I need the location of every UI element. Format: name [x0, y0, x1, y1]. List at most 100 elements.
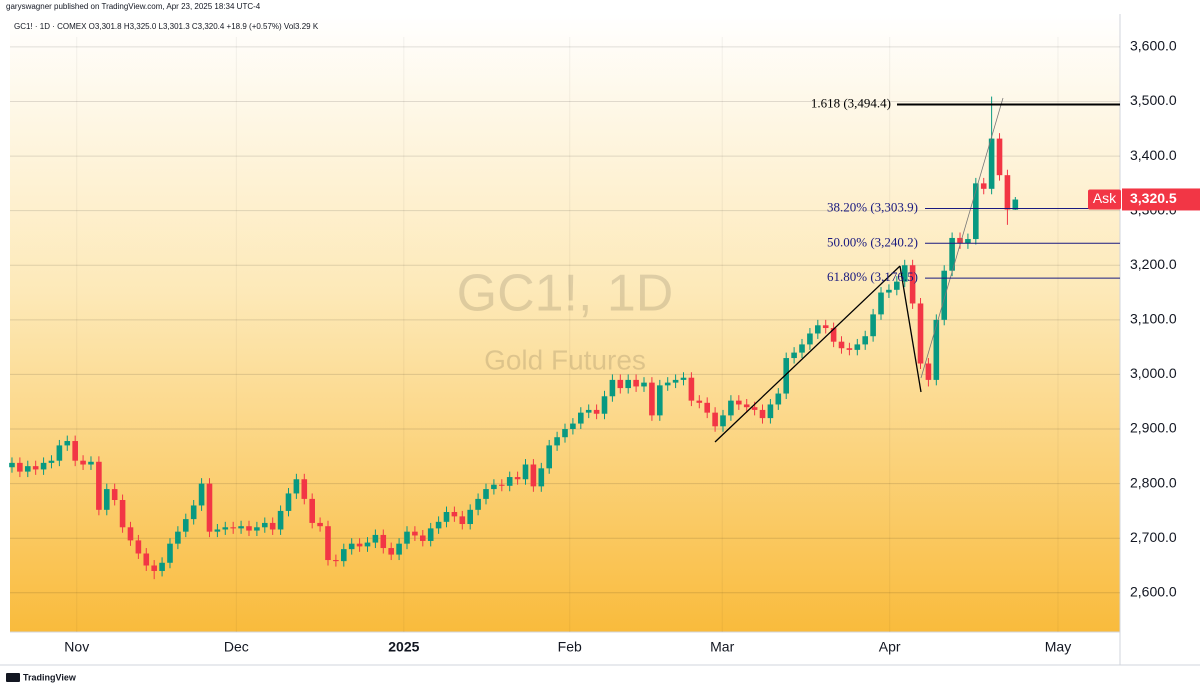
candle-body [664, 382, 671, 386]
candle-body [198, 483, 205, 506]
candle-body [491, 484, 497, 490]
fib-level-label: 50.00% (3,240.2) [827, 234, 918, 249]
candle-body [799, 344, 805, 353]
candle-body [901, 265, 908, 282]
candle-body [301, 479, 308, 499]
footer: TradingView [23, 672, 77, 682]
x-tick-label: Apr [879, 639, 901, 655]
candle-body [822, 325, 829, 329]
trend-line [714, 265, 901, 443]
candle-body [743, 404, 750, 408]
candle-body [32, 466, 39, 470]
candle-body [649, 382, 655, 416]
candle-body [293, 479, 300, 494]
candle-body [127, 527, 134, 541]
candle-body [680, 377, 687, 380]
candle-body [546, 445, 552, 469]
candle-body [751, 407, 758, 410]
candle-body [427, 528, 434, 541]
candle-body [56, 445, 63, 461]
candle-body [72, 441, 78, 461]
x-tick-label: 2025 [388, 639, 419, 655]
candle-body [261, 522, 268, 528]
ask-price-label: 3,320.5 [1130, 190, 1177, 206]
candle-body [854, 344, 861, 350]
candle-body [870, 314, 876, 337]
candle-body [167, 543, 173, 563]
candle-body [498, 484, 505, 486]
candle-body [246, 526, 252, 531]
watermark-subtitle: Gold Futures [484, 344, 646, 375]
candle-body [143, 553, 150, 566]
candle-body [957, 237, 963, 244]
candle-body [783, 358, 790, 394]
candle-body [451, 512, 458, 517]
candle-body [230, 527, 236, 529]
candle-body [309, 498, 315, 523]
candle-body [878, 292, 884, 315]
x-tick-label: May [1045, 639, 1071, 655]
candle-body [459, 516, 466, 525]
candle-body [340, 549, 347, 562]
candle-body [396, 543, 402, 555]
candle-body [277, 510, 284, 530]
y-tick-label: 3,200.0 [1130, 256, 1177, 272]
candle-body [633, 379, 639, 387]
candle-body [838, 341, 845, 349]
candle-body [254, 527, 260, 531]
candle-body [894, 281, 900, 290]
candle-body [356, 543, 363, 547]
candle-body [380, 534, 387, 549]
candle-body [578, 412, 584, 424]
candle-body [657, 385, 663, 416]
x-tick-label: Feb [558, 639, 582, 655]
candle-body [96, 461, 102, 510]
y-tick-label: 3,500.0 [1130, 92, 1177, 108]
candle-body [88, 461, 94, 465]
trend-line [899, 265, 922, 393]
candle-body [846, 348, 853, 350]
candle-body [333, 560, 339, 562]
candle-body [980, 183, 987, 189]
candle-body [593, 409, 600, 414]
candle-body [886, 289, 892, 293]
candle-body [222, 527, 229, 530]
y-tick-label: 3,000.0 [1130, 365, 1177, 381]
candle-body [775, 393, 782, 405]
candle-body [625, 379, 632, 389]
candle-body [996, 138, 1003, 176]
candle-body [696, 400, 703, 403]
candle-body [830, 328, 837, 342]
candle-body [103, 489, 110, 510]
candle-body [672, 379, 679, 383]
candle-body [1004, 175, 1011, 210]
candle-body [941, 270, 948, 320]
y-tick-label: 3,600.0 [1130, 38, 1177, 54]
y-tick-label: 3,100.0 [1130, 311, 1177, 327]
candle-body [538, 468, 545, 487]
candle-body [317, 522, 323, 527]
candle-body [435, 521, 442, 529]
candle-body [9, 462, 15, 468]
candle-body [80, 460, 86, 465]
y-tick-label: 2,900.0 [1130, 420, 1177, 436]
candle-body [728, 400, 734, 416]
trend-line [920, 97, 1004, 379]
x-tick-label: Mar [710, 639, 734, 655]
legend-text: GC1! · 1D · COMEX O3,301.8 H3,325.0 L3,3… [14, 22, 319, 31]
candle-body [988, 138, 995, 189]
candle-body [767, 404, 774, 419]
candle-body [530, 464, 537, 487]
candle-body [48, 460, 55, 463]
candle-body [807, 333, 813, 345]
candle-body [704, 402, 711, 413]
y-tick-label: 2,600.0 [1130, 584, 1177, 600]
candle-body [182, 519, 189, 532]
candle-body [712, 412, 718, 427]
candle-body [617, 379, 624, 389]
candle-body [641, 382, 647, 387]
candle-body [1012, 199, 1019, 210]
candle-body [688, 377, 695, 401]
watermark-title: GC1!, 1D [457, 265, 674, 323]
